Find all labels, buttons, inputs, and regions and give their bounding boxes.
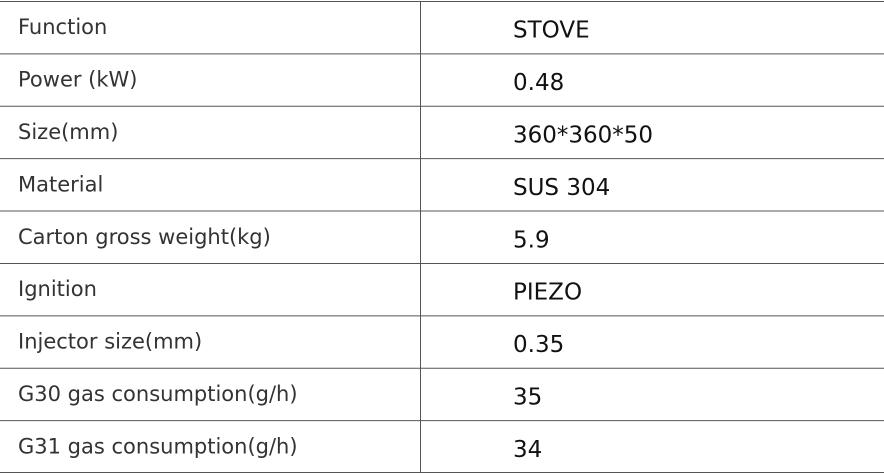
row-label: Ignition: [18, 277, 97, 301]
row-value: 5.9: [513, 227, 550, 253]
row-label: Size(mm): [18, 120, 118, 144]
row-label: Carton gross weight(kg): [18, 225, 271, 249]
row-label: G30 gas consumption(g/h): [18, 382, 298, 406]
row-value: 0.35: [513, 332, 564, 358]
row-value: 34: [513, 437, 542, 463]
row-label: Function: [18, 15, 107, 39]
row-label: Material: [18, 172, 103, 196]
row-value: STOVE: [513, 18, 590, 44]
row-value: PIEZO: [513, 280, 582, 306]
row-value: 360*360*50: [513, 122, 653, 148]
row-label: Injector size(mm): [18, 330, 202, 354]
row-value: 35: [513, 384, 542, 410]
row-value: SUS 304: [513, 175, 610, 201]
row-label: G31 gas consumption(g/h): [18, 434, 298, 458]
row-label: Power (kW): [18, 68, 137, 92]
row-value: 0.48: [513, 70, 564, 96]
